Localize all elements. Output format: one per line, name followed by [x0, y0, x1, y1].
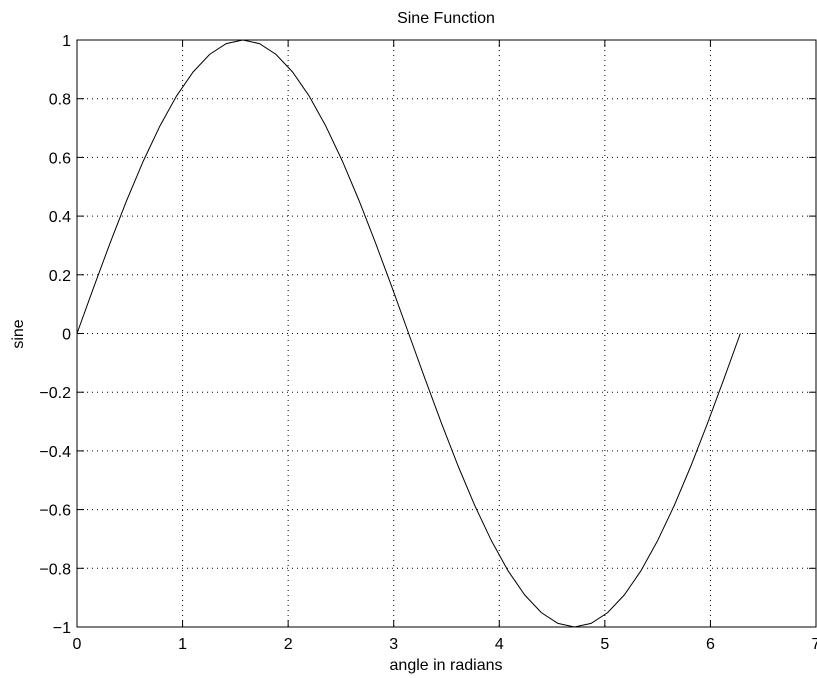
- x-tick-label: 1: [178, 636, 187, 653]
- y-axis-label: sine: [10, 319, 27, 348]
- y-tick-label: 1: [62, 33, 71, 50]
- x-axis-label: angle in radians: [390, 657, 503, 674]
- x-tick-label: 4: [495, 636, 504, 653]
- tick-layer: 0 1 2 3 4 5 6 7 1 0.8 0.6 0.4 0.2 0 −0.2 −0.4 −0.6 −0.8 −1: [39, 33, 817, 653]
- sine-series-line: [76, 39, 741, 628]
- x-tick-label: 3: [389, 636, 398, 653]
- y-tick-label: 0.4: [49, 209, 71, 226]
- y-tick-label: 0.6: [49, 150, 71, 167]
- chart-title: Sine Function: [397, 10, 495, 27]
- y-tick-label: 0.8: [49, 92, 71, 109]
- x-tick-label: 2: [284, 636, 293, 653]
- x-tick-label: 0: [73, 636, 82, 653]
- x-tick-label: 6: [706, 636, 715, 653]
- y-tick-label: 0.2: [49, 268, 71, 285]
- x-tick-label: 7: [812, 636, 817, 653]
- y-tick-label: −0.8: [39, 561, 71, 578]
- x-tick-label: 5: [600, 636, 609, 653]
- y-tick-label: −0.4: [39, 444, 71, 461]
- y-tick-label: −0.2: [39, 385, 71, 402]
- y-tick-label: −0.6: [39, 503, 71, 520]
- y-tick-label: 0: [62, 327, 71, 344]
- grid-layer: [77, 40, 816, 627]
- y-tick-label: −1: [53, 620, 71, 637]
- series-layer: [76, 39, 741, 628]
